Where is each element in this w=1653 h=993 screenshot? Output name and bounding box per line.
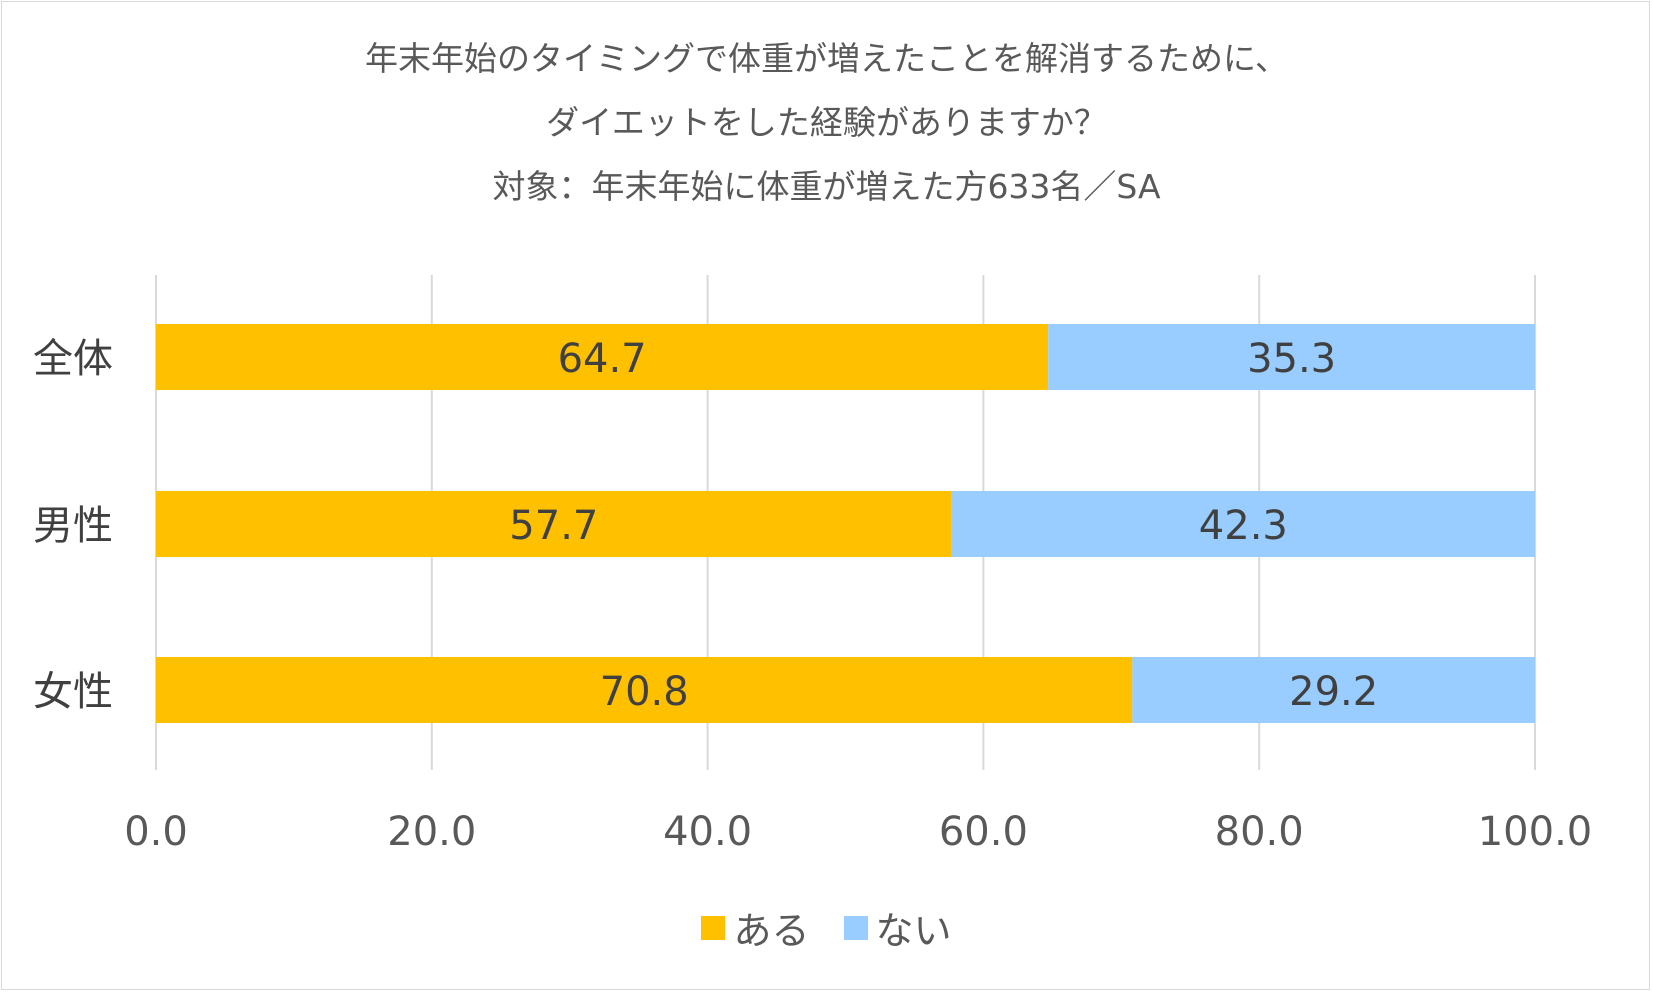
category-label-2: 女性 (33, 669, 113, 715)
category-label-1: 男性 (33, 503, 113, 549)
x-tick-label-4: 80.0 (1215, 809, 1304, 855)
chart-title: 年末年始のタイミングで体重が増えたことを解消するために、 ダイエットをした経験が… (0, 42, 1653, 234)
legend: ある ない (0, 900, 1653, 955)
bar-aru-1 (156, 491, 952, 557)
legend-item-nai: ない (843, 900, 952, 955)
x-tick-label-1: 20.0 (387, 809, 476, 855)
bar-aru-2 (156, 657, 1133, 723)
category-label-0: 全体 (33, 336, 113, 382)
data-label-nai-0: 35.3 (1247, 336, 1336, 382)
data-label-nai-2: 29.2 (1289, 669, 1378, 715)
x-tick-label-5: 100.0 (1478, 809, 1593, 855)
bar-aru-0 (156, 324, 1049, 390)
data-label-nai-1: 42.3 (1199, 503, 1288, 549)
bar-nai-0 (1048, 324, 1535, 390)
bar-nai-1 (951, 491, 1535, 557)
legend-label-aru: ある (733, 909, 810, 953)
title-line-3: 対象：年末年始に体重が増えた方633名／SA (492, 167, 1161, 206)
legend-label-nai: ない (875, 909, 952, 953)
legend-swatch-aru (701, 915, 726, 940)
x-tick-label-3: 60.0 (939, 809, 1028, 855)
x-tick-label-0: 0.0 (124, 809, 188, 855)
data-label-aru-0: 64.7 (558, 336, 647, 382)
title-line-1: 年末年始のタイミングで体重が増えたことを解消するために、 (364, 39, 1288, 78)
data-label-aru-2: 70.8 (600, 669, 689, 715)
bar-nai-2 (1132, 657, 1535, 723)
data-label-aru-1: 57.7 (509, 503, 598, 549)
x-tick-label-2: 40.0 (663, 809, 752, 855)
legend-swatch-nai (843, 915, 868, 940)
legend-item-aru: ある (701, 900, 810, 955)
title-line-2: ダイエットをした経験がありますか？ (546, 103, 1107, 142)
